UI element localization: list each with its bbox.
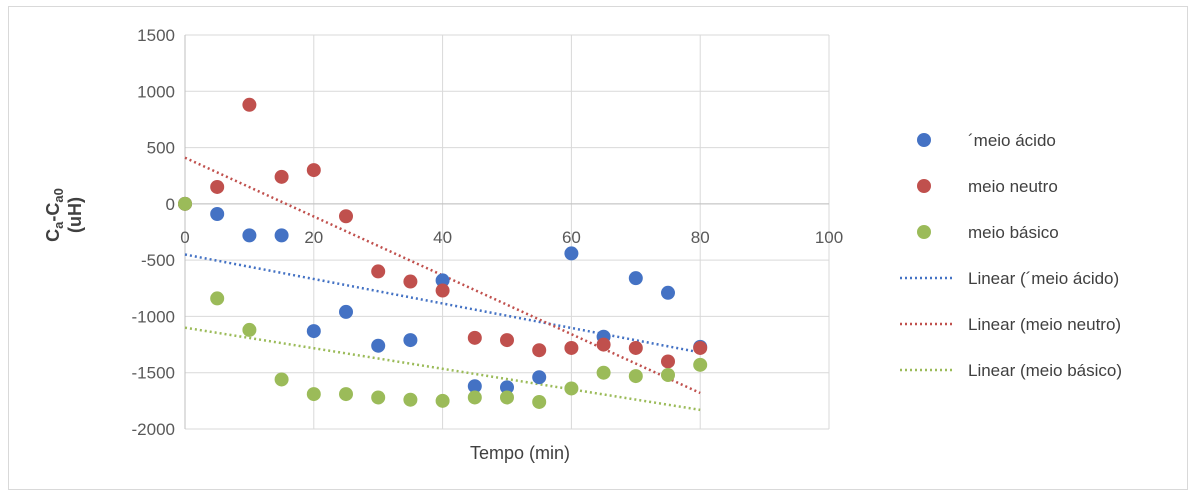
legend-marker: [917, 179, 931, 193]
legend-marker: [917, 133, 931, 147]
data-point: [339, 387, 353, 402]
data-point: [242, 97, 257, 112]
x-tick-labels: 0 20 40 60 80 100: [180, 228, 843, 247]
data-point: [210, 291, 225, 306]
data-point: [403, 392, 418, 407]
data-point: [274, 169, 289, 184]
data-point: [661, 367, 675, 382]
data-point: [371, 390, 386, 405]
y-tick-label: 500: [147, 139, 175, 158]
data-point: [339, 209, 353, 224]
x-tick-label: 60: [562, 228, 581, 247]
data-point: [661, 285, 675, 300]
data-point: [435, 283, 450, 298]
y-tick-label: 1000: [137, 82, 175, 101]
legend-label: Linear (meio básico): [968, 361, 1122, 380]
legend-label: meio neutro: [968, 177, 1058, 196]
data-point: [371, 264, 386, 279]
data-point: [693, 340, 708, 355]
data-point: [500, 333, 514, 348]
data-point: [242, 322, 257, 337]
axes: [184, 35, 829, 429]
data-point: [596, 337, 611, 352]
y-axis-title-unit: (uH): [65, 197, 85, 233]
chart-frame: 0 20 40 60 80 100 1500 1000 500 0 -500 -1000 -1500 -…: [8, 6, 1188, 490]
trendlines: [184, 156, 701, 412]
data-point: [532, 394, 547, 409]
y-axis-title-dash: -C: [43, 203, 63, 222]
data-point: [693, 357, 708, 372]
data-point: [661, 354, 675, 369]
x-tick-label: 40: [433, 228, 452, 247]
y-axis-title-sub1: a: [51, 221, 66, 229]
data-point: [467, 379, 482, 394]
data-point: [306, 387, 321, 402]
data-point: [339, 304, 353, 319]
data-point: [564, 381, 579, 396]
data-point: [210, 206, 225, 221]
data-point: [500, 390, 514, 405]
data-point: [596, 365, 611, 380]
legend-marker: [917, 225, 931, 239]
y-tick-label: -2000: [132, 420, 175, 439]
data-point: [564, 246, 579, 261]
y-tick-label: -500: [141, 251, 175, 270]
y-tick-label: 1500: [137, 26, 175, 45]
x-tick-label: 20: [304, 228, 323, 247]
data-point: [467, 330, 482, 345]
data-point: [532, 370, 547, 385]
data-points: [178, 97, 708, 409]
legend-label: ´meio ácido: [968, 131, 1056, 150]
data-point: [306, 324, 321, 339]
data-point: [628, 369, 643, 384]
x-tick-label: 100: [815, 228, 843, 247]
y-tick-labels: 1500 1000 500 0 -500 -1000 -1500 -2000: [132, 26, 175, 439]
data-point: [274, 228, 289, 243]
data-point: [628, 340, 643, 355]
x-axis-title: Tempo (min): [470, 443, 570, 463]
data-point: [371, 338, 386, 353]
trendline: [184, 156, 701, 395]
data-point: [628, 271, 643, 286]
data-point: [435, 273, 450, 288]
y-tick-label: -1500: [132, 364, 175, 383]
data-point: [467, 390, 482, 405]
data-point: [242, 228, 257, 243]
data-point: [210, 179, 225, 194]
data-point: [435, 393, 450, 408]
data-point: [500, 380, 514, 395]
x-tick-label: 0: [180, 228, 189, 247]
y-axis-title-sub2: a0: [51, 188, 66, 202]
legend-label: Linear (´meio ácido): [968, 269, 1119, 288]
scatter-chart: 0 20 40 60 80 100 1500 1000 500 0 -500 -1000 -1500 -…: [43, 26, 1122, 463]
data-point: [178, 196, 192, 211]
y-axis-title-main: C: [43, 229, 63, 242]
y-tick-label: -1000: [132, 307, 175, 326]
trendline: [184, 326, 701, 412]
x-tick-label: 80: [691, 228, 710, 247]
legend-label: Linear (meio neutro): [968, 315, 1121, 334]
legend-label: meio básico: [968, 223, 1059, 242]
y-axis-title: Ca-Ca0: [43, 188, 66, 242]
data-point: [532, 343, 547, 358]
data-point: [306, 163, 321, 178]
data-point: [403, 333, 418, 348]
data-point: [274, 372, 289, 387]
y-tick-label: 0: [166, 195, 175, 214]
data-point: [564, 340, 579, 355]
data-point: [403, 274, 418, 289]
legend: ´meio ácido meio neutro meio básico Linear …: [900, 131, 1122, 380]
